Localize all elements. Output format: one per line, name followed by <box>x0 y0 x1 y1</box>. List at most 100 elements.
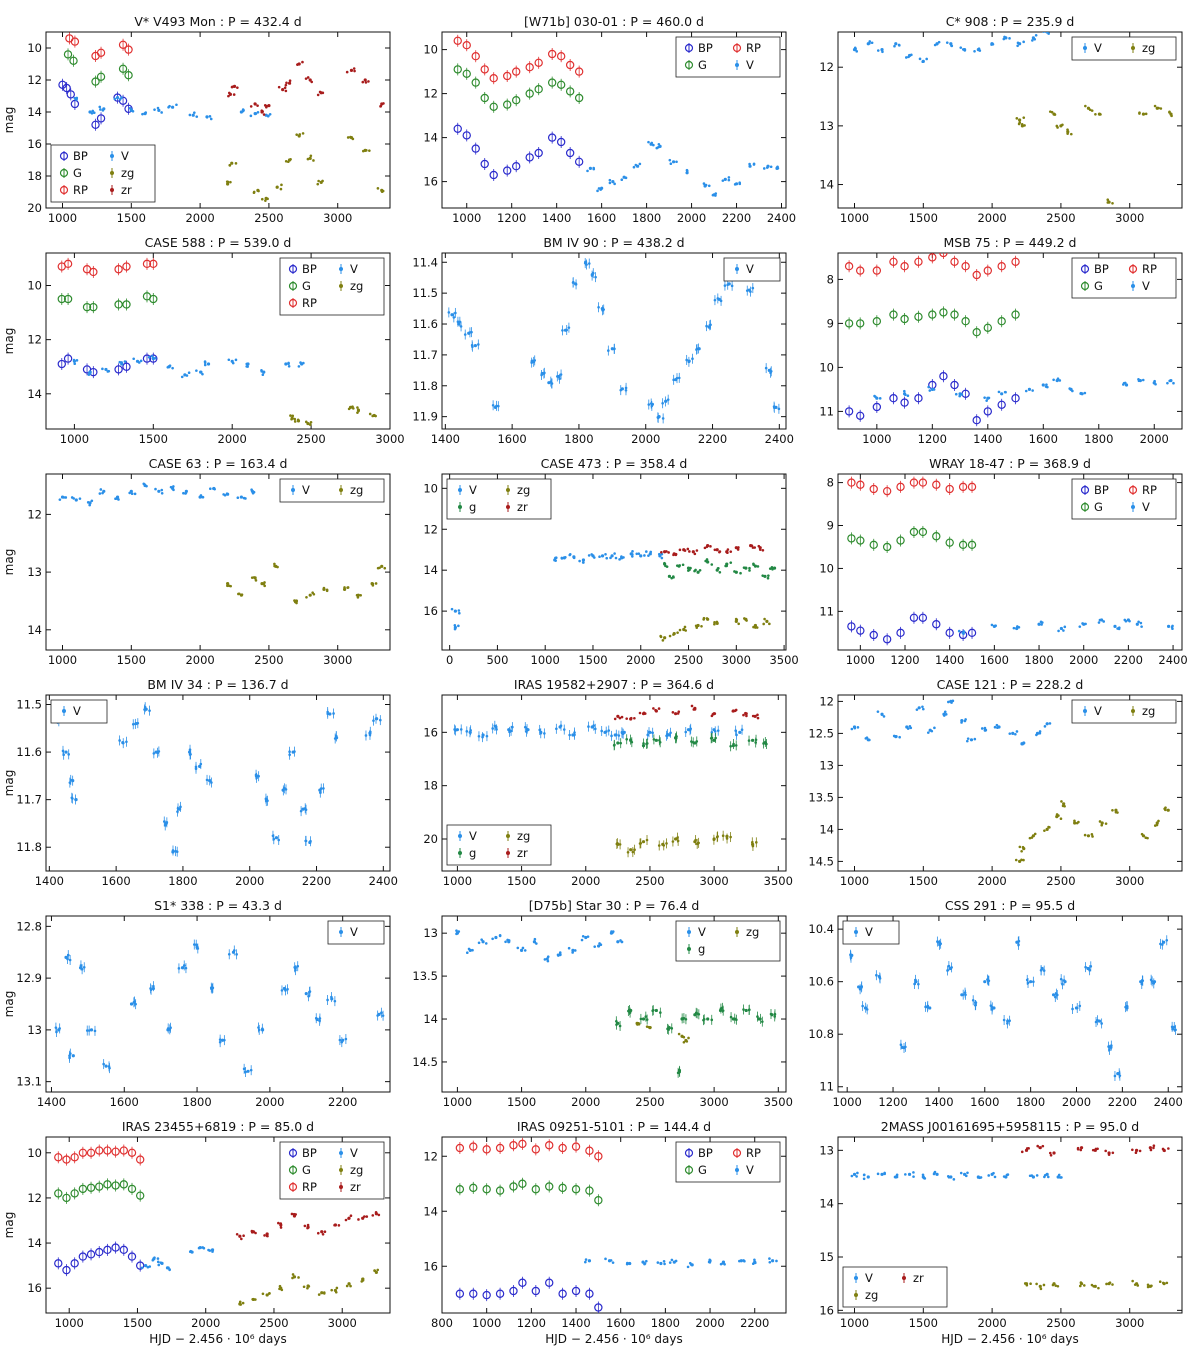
data-point <box>585 1289 594 1298</box>
data-point <box>857 985 861 989</box>
data-point <box>844 319 854 328</box>
data-point <box>624 176 628 180</box>
data-point <box>511 725 514 729</box>
data-point <box>62 1265 71 1275</box>
data-point <box>763 617 766 621</box>
data-point <box>134 1002 137 1006</box>
data-point <box>1114 810 1118 814</box>
x-tick-label: 1200 <box>890 653 919 667</box>
data-point <box>574 93 584 103</box>
data-point <box>762 167 766 170</box>
data-point <box>672 633 675 636</box>
data-point <box>642 742 645 745</box>
data-point <box>904 56 908 59</box>
data-point <box>748 162 751 166</box>
x-tick-label: 1400 <box>924 1095 953 1109</box>
legend-box <box>842 1266 948 1308</box>
data-point <box>870 41 874 45</box>
data-point <box>372 719 375 722</box>
legend-label: V <box>302 483 310 497</box>
legend-label: RP <box>73 183 88 197</box>
data-point <box>874 395 877 399</box>
data-point <box>594 275 597 279</box>
data-point <box>266 799 269 802</box>
data-point <box>304 839 308 843</box>
data-point <box>278 1284 282 1288</box>
data-point <box>254 1298 257 1301</box>
data-point <box>308 423 312 426</box>
data-point <box>197 1246 201 1250</box>
data-point <box>631 553 634 556</box>
data-point <box>302 1285 306 1289</box>
data-point <box>945 538 954 547</box>
data-point <box>1152 982 1156 985</box>
legend-marker <box>684 60 694 70</box>
data-point <box>122 362 131 371</box>
data-point <box>235 953 238 956</box>
data-point <box>371 1214 375 1217</box>
data-point <box>209 117 213 121</box>
data-point <box>764 740 767 744</box>
data-point <box>1079 1148 1083 1152</box>
data-point <box>1021 845 1025 849</box>
data-point <box>383 566 387 570</box>
data-point <box>1037 622 1041 626</box>
data-point <box>613 552 616 555</box>
data-point <box>900 262 909 271</box>
data-point <box>663 561 666 565</box>
data-point <box>274 836 279 840</box>
data-point <box>454 311 457 315</box>
data-point <box>92 111 96 114</box>
data-point <box>531 1145 541 1154</box>
series-RP <box>65 32 133 62</box>
data-point <box>143 708 146 711</box>
data-point <box>1092 1285 1095 1288</box>
data-point <box>761 1020 764 1023</box>
data-point <box>638 162 642 166</box>
data-point <box>772 405 776 408</box>
y-axis-label: mag <box>2 328 16 355</box>
data-point <box>293 417 297 421</box>
data-point <box>58 1027 61 1030</box>
data-point <box>587 554 591 557</box>
data-point <box>894 42 898 46</box>
data-point <box>368 149 371 152</box>
data-point <box>638 711 642 715</box>
data-point <box>620 555 623 558</box>
data-point <box>1059 626 1063 631</box>
data-point <box>463 333 467 336</box>
data-point <box>376 566 380 570</box>
legend-label: BP <box>1094 262 1109 276</box>
data-point <box>671 840 675 843</box>
data-point <box>489 73 498 83</box>
data-point <box>227 91 231 95</box>
data-point <box>896 536 905 545</box>
data-point <box>1069 132 1073 136</box>
data-point <box>180 966 185 970</box>
data-point <box>494 935 498 940</box>
data-point <box>572 556 576 560</box>
legend-label: zg <box>865 1288 878 1302</box>
data-point <box>257 1026 260 1029</box>
data-point <box>933 726 936 730</box>
data-point <box>316 93 320 97</box>
data-point <box>1078 625 1082 628</box>
data-point <box>693 552 697 556</box>
legend: V <box>327 920 385 945</box>
data-point <box>223 1038 226 1042</box>
data-point <box>311 591 314 595</box>
data-point <box>628 1262 632 1265</box>
data-point <box>946 1174 950 1178</box>
data-point <box>133 492 137 496</box>
data-point <box>677 1032 681 1036</box>
series-V <box>957 618 1174 635</box>
data-point <box>666 398 670 401</box>
plot-area <box>54 939 385 1078</box>
data-point <box>103 1180 112 1189</box>
data-point <box>616 714 620 718</box>
series-V <box>450 550 664 631</box>
data-point <box>1032 980 1035 983</box>
data-point <box>1014 858 1018 862</box>
data-point <box>516 946 520 950</box>
